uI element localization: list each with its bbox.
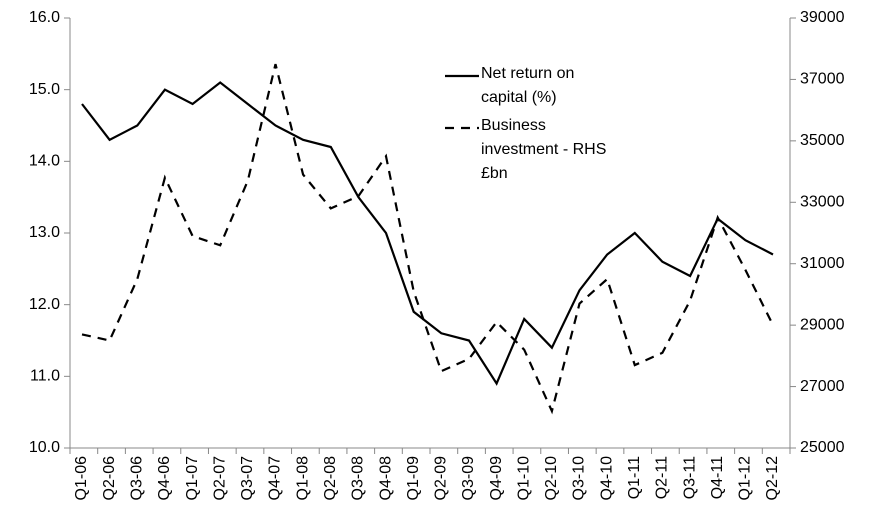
legend-item: Net return on capital (%) bbox=[445, 62, 621, 110]
x-tick-label: Q3-08 bbox=[350, 456, 367, 501]
x-tick-label: Q4-08 bbox=[377, 456, 394, 501]
x-tick-label: Q3-10 bbox=[571, 456, 588, 501]
x-tick-label: Q3-06 bbox=[128, 456, 145, 501]
legend-item: Business investment - RHS £bn bbox=[445, 114, 621, 186]
legend-label: Net return on capital (%) bbox=[481, 65, 575, 106]
x-tick-label: Q4-10 bbox=[598, 456, 615, 501]
y2-tick-label: 33000 bbox=[800, 194, 845, 211]
y2-tick-label: 37000 bbox=[800, 71, 845, 88]
x-tick-label: Q2-12 bbox=[764, 456, 781, 501]
x-tick-label: Q1-09 bbox=[405, 456, 422, 501]
x-tick-label: Q4-11 bbox=[709, 456, 726, 499]
x-tick-label: Q4-07 bbox=[267, 456, 284, 501]
y-tick-label: 16.0 bbox=[29, 9, 60, 26]
x-tick-label: Q4-09 bbox=[488, 456, 505, 501]
y2-tick-label: 31000 bbox=[800, 255, 845, 272]
x-tick-label: Q2-11 bbox=[654, 456, 671, 499]
y-tick-label: 11.0 bbox=[30, 368, 60, 385]
x-tick-label: Q2-06 bbox=[101, 456, 118, 501]
y2-tick-label: 29000 bbox=[800, 316, 845, 333]
x-tick-label: Q1-07 bbox=[184, 456, 201, 501]
x-tick-label: Q2-07 bbox=[211, 456, 228, 501]
y2-tick-label: 35000 bbox=[800, 132, 845, 149]
x-tick-label: Q1-10 bbox=[515, 456, 532, 501]
x-tick-label: Q3-11 bbox=[681, 456, 698, 499]
legend-swatch bbox=[445, 74, 479, 78]
x-tick-label: Q3-09 bbox=[460, 456, 477, 501]
line-series bbox=[81, 81, 774, 386]
x-tick-label: Q2-09 bbox=[433, 456, 450, 501]
x-tick-label: Q1-08 bbox=[294, 456, 311, 501]
x-tick-label: Q1-12 bbox=[737, 456, 754, 501]
x-tick-label: Q4-06 bbox=[156, 456, 173, 501]
y-tick-label: 13.0 bbox=[29, 224, 60, 241]
legend-swatch bbox=[445, 126, 479, 130]
legend: Net return on capital (%) Business invest… bbox=[445, 62, 621, 190]
y2-tick-label: 39000 bbox=[800, 9, 845, 26]
x-tick-label: Q3-07 bbox=[239, 456, 256, 501]
y-tick-label: 15.0 bbox=[29, 81, 60, 98]
y2-tick-label: 25000 bbox=[800, 439, 845, 456]
x-tick-label: Q1-11 bbox=[626, 456, 643, 499]
line-series bbox=[81, 63, 774, 415]
x-tick-label: Q2-10 bbox=[543, 456, 560, 501]
legend-label: Business investment - RHS £bn bbox=[481, 117, 607, 182]
y2-tick-label: 27000 bbox=[800, 378, 845, 395]
y-tick-label: 12.0 bbox=[29, 296, 60, 313]
y-tick-label: 10.0 bbox=[29, 439, 60, 456]
y-tick-label: 14.0 bbox=[29, 153, 60, 170]
x-tick-label: Q1-06 bbox=[73, 456, 90, 501]
x-tick-label: Q2-08 bbox=[322, 456, 339, 501]
